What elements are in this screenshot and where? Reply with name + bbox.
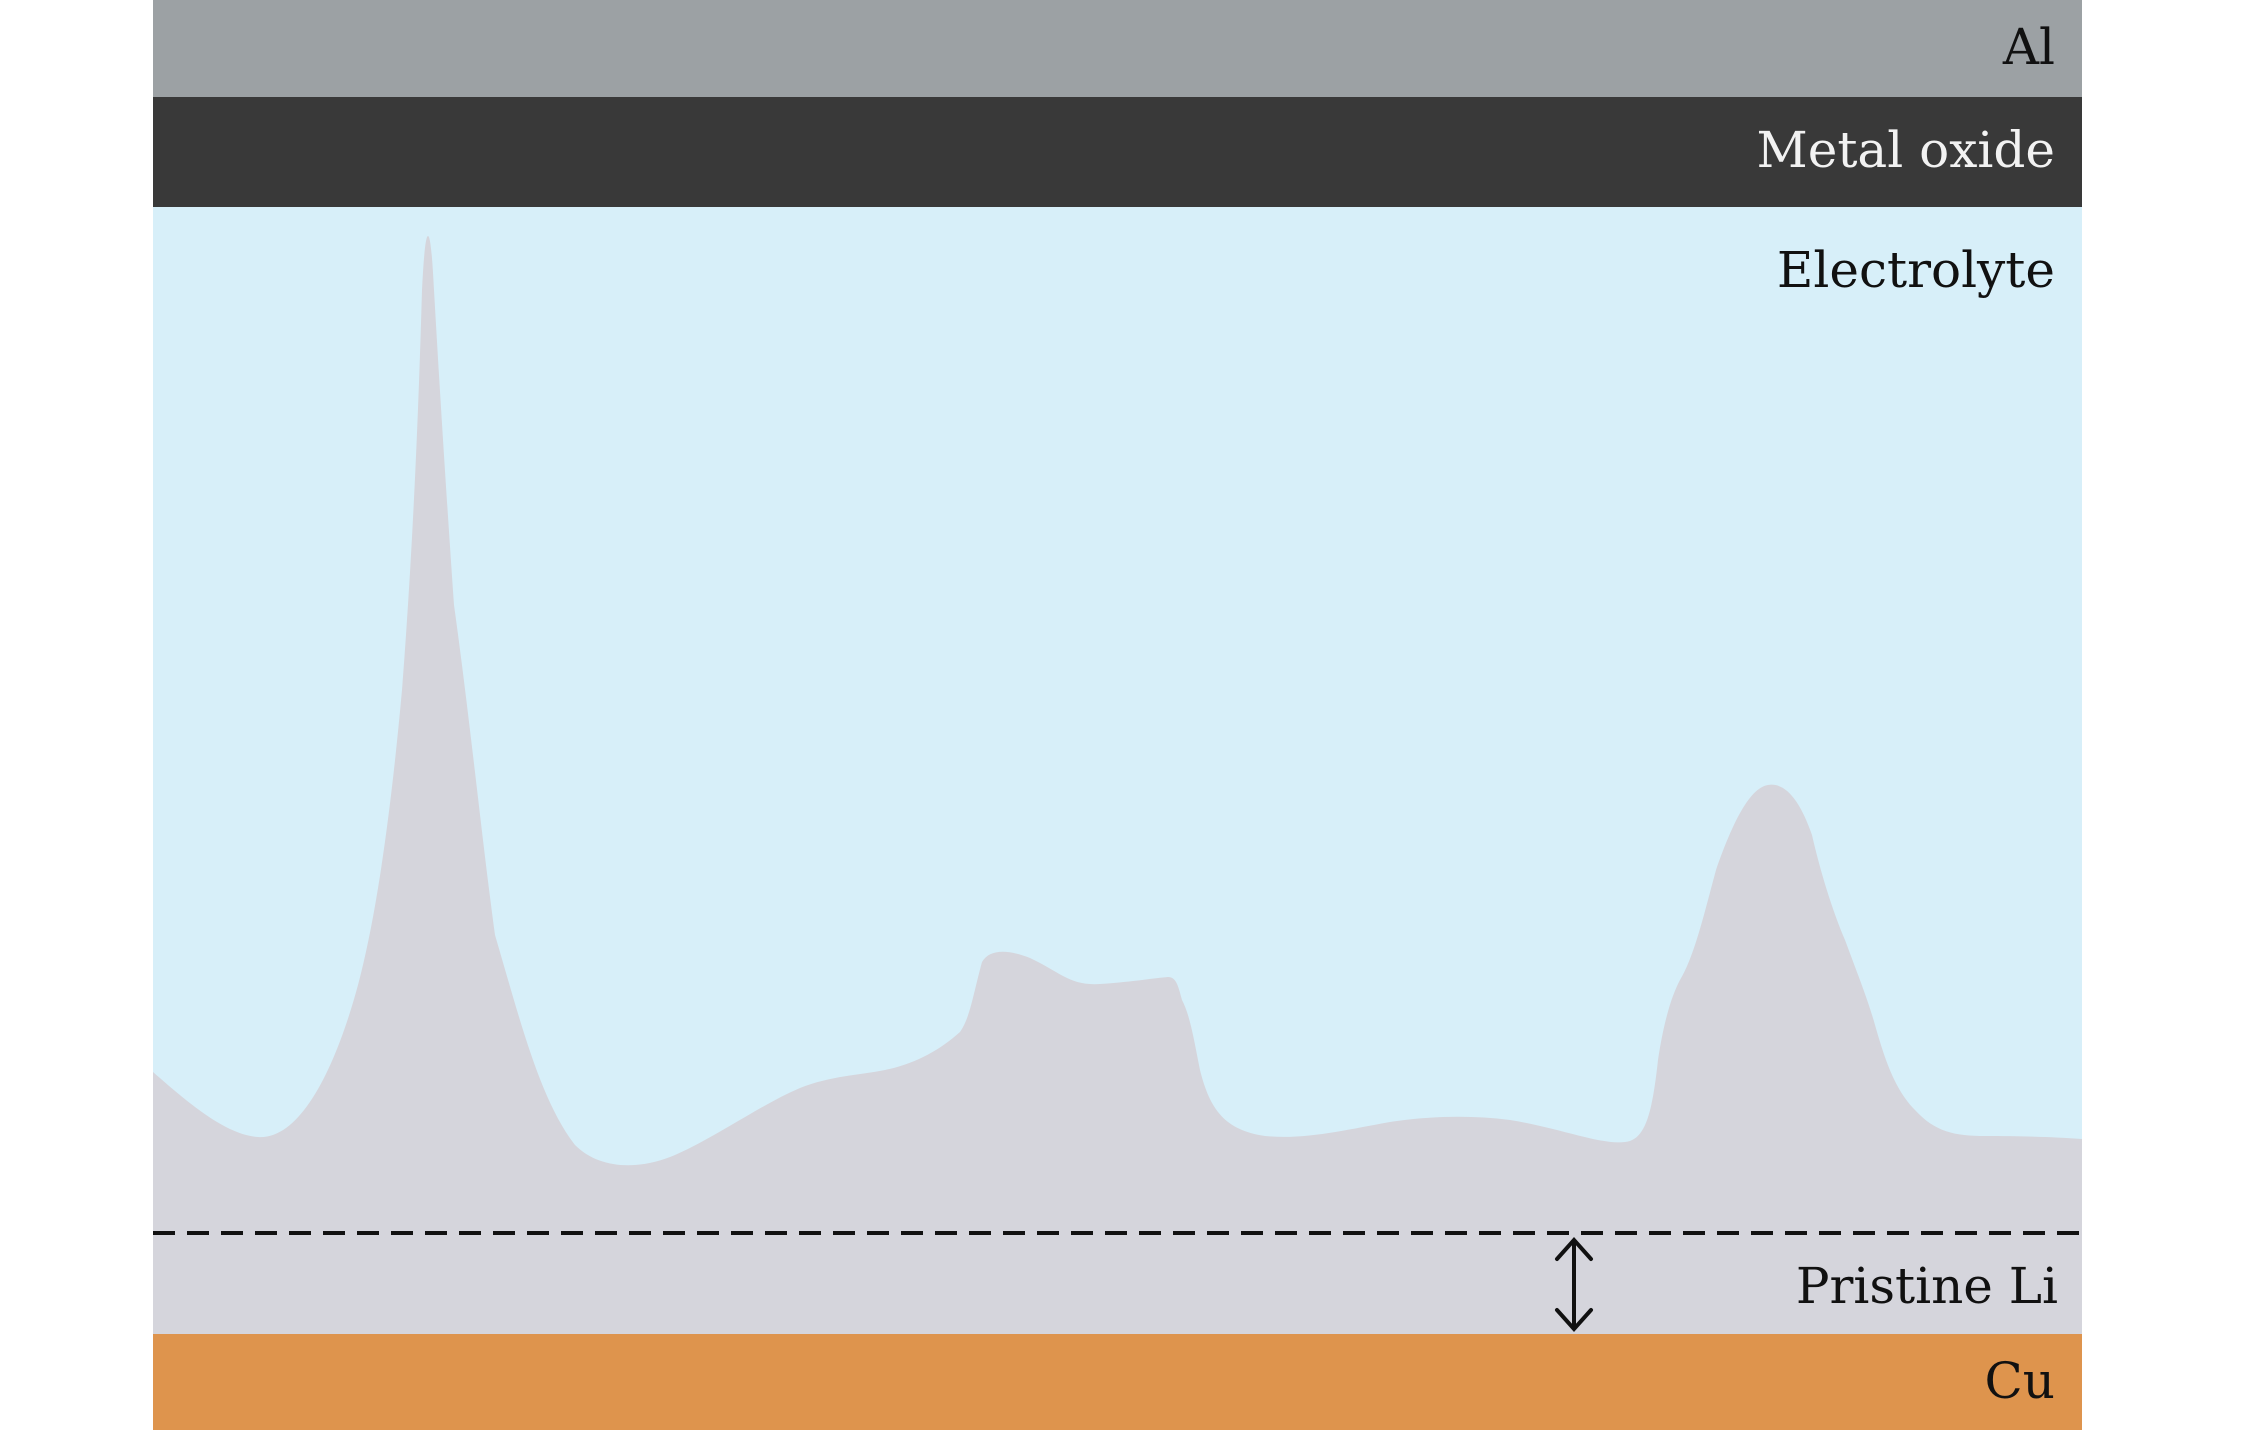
electrolyte-label: Electrolyte	[1777, 241, 2055, 299]
al-label: Al	[2002, 18, 2055, 76]
cu-label: Cu	[1985, 1352, 2055, 1410]
metal-oxide-layer	[153, 97, 2082, 207]
pristine-li-label: Pristine Li	[1796, 1257, 2058, 1315]
lithium-deposit-surface	[153, 236, 2082, 1334]
cu-layer	[153, 1334, 2082, 1430]
metal-oxide-label: Metal oxide	[1757, 121, 2055, 179]
al-layer	[153, 0, 2082, 97]
thickness-double-arrow-icon	[1555, 1237, 1593, 1332]
